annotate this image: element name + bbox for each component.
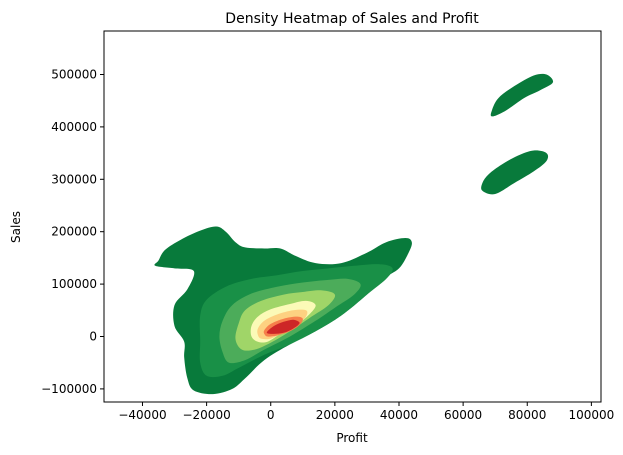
x-tick-label: 0 (267, 408, 275, 422)
x-axis-label: Profit (336, 431, 368, 445)
y-tick-label: −100000 (41, 382, 97, 396)
y-tick-label: 400000 (51, 120, 97, 134)
x-axis-ticks: −40000 −20000 0 20000 40000 60000 80000 100000 (118, 402, 614, 422)
x-tick-label: 60000 (444, 408, 482, 422)
plot-frame (103, 30, 602, 403)
x-tick-label: 100000 (568, 408, 614, 422)
y-tick-label: 500000 (51, 67, 97, 81)
y-tick-label: 300000 (51, 172, 97, 186)
density-region-level-8-9 (266, 319, 300, 334)
chart-title: Density Heatmap of Sales and Profit (225, 11, 479, 27)
x-tick-label: −40000 (118, 408, 166, 422)
x-tick-label: 20000 (316, 408, 354, 422)
y-axis-ticks: −100000 0 100000 200000 300000 400000 500000 (41, 67, 104, 396)
y-tick-label: 0 (89, 329, 97, 343)
x-tick-label: −20000 (182, 408, 230, 422)
density-regions (154, 73, 554, 395)
x-tick-label: 40000 (380, 408, 418, 422)
density-region-level-1-2 (490, 73, 554, 117)
density-region-level-1-1 (481, 150, 549, 195)
y-tick-label: 100000 (51, 277, 97, 291)
y-tick-label: 200000 (51, 225, 97, 239)
y-axis-label: Sales (9, 211, 23, 243)
x-tick-label: 80000 (508, 408, 546, 422)
